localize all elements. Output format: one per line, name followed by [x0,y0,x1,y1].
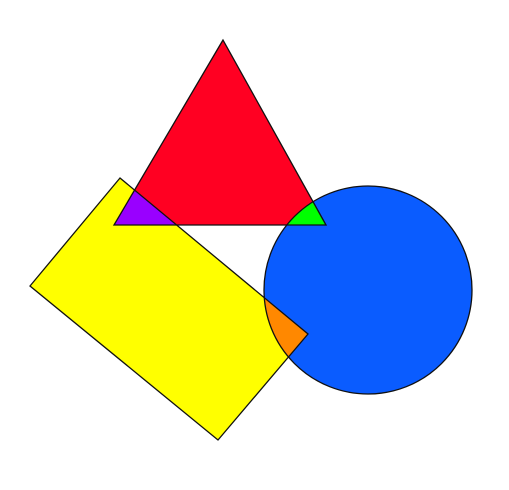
shape-outlines [29,38,473,441]
triangle-outline [112,38,328,226]
rectangle-outline [29,177,309,441]
yellow-rectangle [30,178,308,440]
circle-outline [263,185,473,395]
blue-circle [264,186,472,394]
red-triangle [114,40,326,225]
